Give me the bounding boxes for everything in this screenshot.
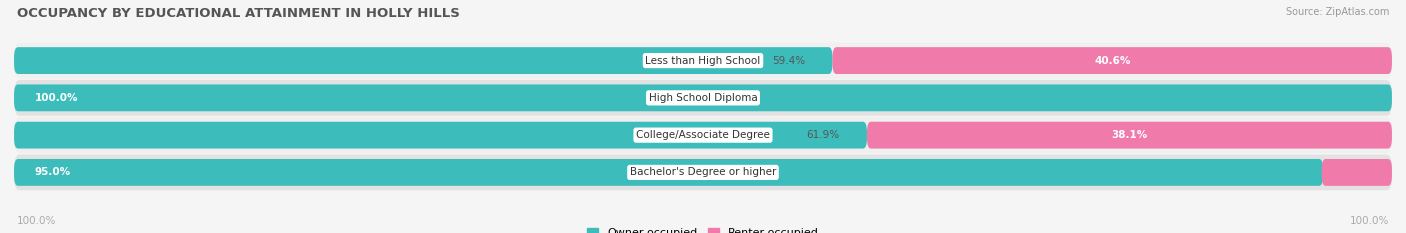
FancyBboxPatch shape — [868, 122, 1392, 149]
Text: 61.9%: 61.9% — [806, 130, 839, 140]
Text: High School Diploma: High School Diploma — [648, 93, 758, 103]
Text: Less than High School: Less than High School — [645, 56, 761, 65]
Text: 100.0%: 100.0% — [1350, 216, 1389, 226]
FancyBboxPatch shape — [14, 47, 832, 74]
FancyBboxPatch shape — [1322, 159, 1392, 186]
Legend: Owner-occupied, Renter-occupied: Owner-occupied, Renter-occupied — [586, 228, 820, 233]
Text: College/Associate Degree: College/Associate Degree — [636, 130, 770, 140]
FancyBboxPatch shape — [14, 43, 1392, 79]
FancyBboxPatch shape — [832, 47, 1392, 74]
FancyBboxPatch shape — [14, 159, 1323, 186]
Text: Source: ZipAtlas.com: Source: ZipAtlas.com — [1285, 7, 1389, 17]
Text: 40.6%: 40.6% — [1094, 56, 1130, 65]
FancyBboxPatch shape — [14, 84, 1392, 111]
FancyBboxPatch shape — [14, 154, 1392, 190]
FancyBboxPatch shape — [14, 122, 868, 149]
Text: Bachelor's Degree or higher: Bachelor's Degree or higher — [630, 168, 776, 177]
Text: 100.0%: 100.0% — [17, 216, 56, 226]
FancyBboxPatch shape — [14, 117, 1392, 153]
FancyBboxPatch shape — [14, 80, 1392, 116]
Text: 95.0%: 95.0% — [35, 168, 70, 177]
Text: 100.0%: 100.0% — [35, 93, 79, 103]
Text: 38.1%: 38.1% — [1111, 130, 1147, 140]
Text: 59.4%: 59.4% — [772, 56, 806, 65]
Text: OCCUPANCY BY EDUCATIONAL ATTAINMENT IN HOLLY HILLS: OCCUPANCY BY EDUCATIONAL ATTAINMENT IN H… — [17, 7, 460, 20]
